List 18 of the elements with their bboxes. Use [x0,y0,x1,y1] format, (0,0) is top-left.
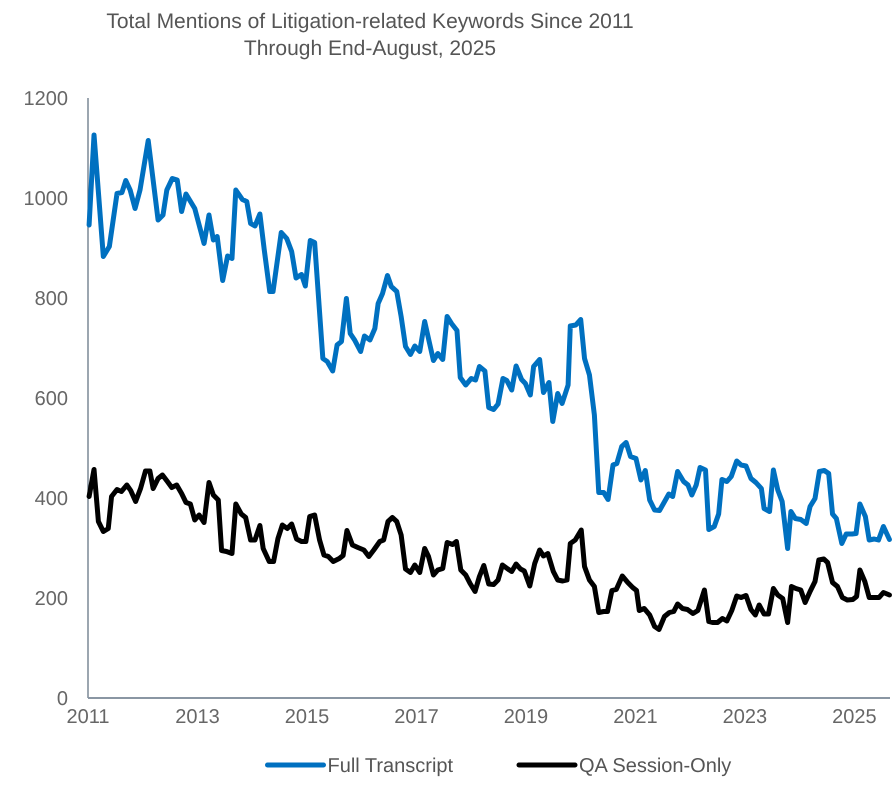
y-tick-label: 0 [56,688,68,710]
chart-title: Total Mentions of Litigation-related Keywords Since 2011 Through End-August, 2025 [106,10,634,60]
x-tick-label: 2019 [504,706,548,728]
x-tick-label: 2013 [175,706,220,728]
x-tick-label: 2021 [613,706,658,728]
y-tick-label: 1200 [24,88,68,110]
y-tick-label: 600 [34,388,68,410]
x-tick-label: 2025 [832,706,877,728]
y-tick-label: 1000 [24,188,68,210]
legend-label: Full Transcript [328,755,454,777]
x-tick-label: 2017 [394,706,439,728]
x-tick-label: 2011 [66,706,110,728]
x-tick-label: 2015 [284,706,330,728]
y-tick-label: 400 [34,488,68,510]
y-tick-label: 200 [34,588,68,610]
x-tick-label: 2023 [722,706,768,728]
legend-label: QA Session-Only [579,755,732,777]
y-tick-label: 800 [34,288,68,310]
